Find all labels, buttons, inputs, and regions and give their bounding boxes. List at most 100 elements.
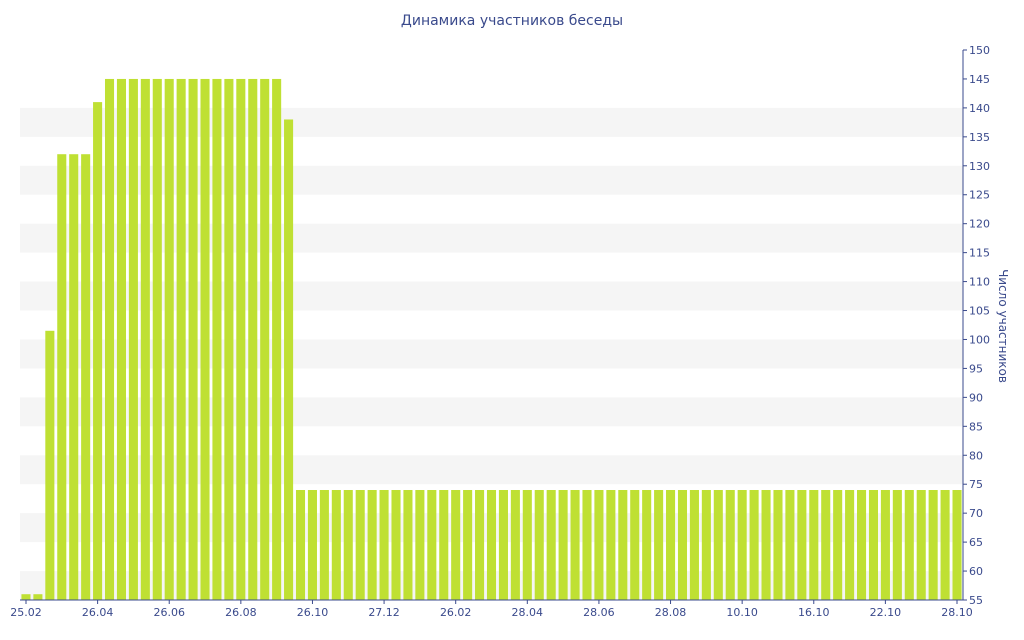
bar (689, 490, 699, 600)
bar (128, 78, 138, 600)
x-tick-label: 16.10 (798, 606, 830, 619)
y-tick-label: 100 (969, 333, 990, 346)
y-tick-label: 120 (969, 218, 990, 231)
bar (857, 490, 867, 600)
bar (737, 490, 747, 600)
x-tick-label: 22.10 (870, 606, 902, 619)
bar (415, 490, 425, 600)
bar (439, 490, 449, 600)
bar (224, 78, 234, 600)
bar (666, 490, 676, 600)
y-axis: 55 60 65 70 75 80 85 90 95 100 105 110 115 120 125 130 1… (962, 44, 990, 607)
bar (809, 490, 819, 600)
bar (307, 490, 317, 600)
bar (642, 490, 652, 600)
bar (582, 490, 592, 600)
x-tick-label: 27.12 (368, 606, 400, 619)
bar (355, 490, 365, 600)
x-tick-label: 26.08 (225, 606, 257, 619)
x-tick-label: 25.02 (10, 606, 42, 619)
bar (546, 490, 556, 600)
bar (498, 490, 508, 600)
bar (833, 490, 843, 600)
bar (880, 490, 890, 600)
bar (93, 102, 103, 601)
y-tick-label: 55 (969, 594, 983, 607)
y-tick-label: 110 (969, 276, 990, 289)
bar (606, 490, 616, 600)
bar (701, 490, 711, 600)
bar (570, 490, 580, 600)
y-tick-label: 85 (969, 420, 983, 433)
bar (45, 330, 55, 600)
bar (69, 154, 79, 600)
bar (391, 490, 401, 600)
bar (57, 154, 67, 600)
bar (343, 490, 353, 600)
bar (104, 78, 115, 600)
bar (176, 78, 186, 600)
bar (451, 490, 461, 600)
bar (522, 490, 532, 600)
bar (21, 594, 31, 600)
y-tick-label: 135 (969, 131, 990, 144)
bar (654, 490, 664, 600)
bar (295, 490, 306, 600)
y-tick-label: 95 (969, 362, 983, 375)
y-tick-label: 90 (969, 391, 983, 404)
bar (116, 78, 126, 600)
bar (916, 490, 926, 600)
y-tick-label: 115 (969, 247, 990, 260)
bar (845, 490, 855, 600)
bar (260, 78, 270, 600)
bar (594, 490, 604, 600)
x-axis: 25.02 26.04 26.06 26.08 26.10 27.12 26.02 28.04… (10, 599, 973, 619)
bar (236, 78, 246, 600)
bar (475, 490, 485, 600)
x-tick-label: 26.10 (297, 606, 329, 619)
x-tick-label: 28.06 (583, 606, 615, 619)
bar (510, 490, 520, 600)
bar (773, 490, 783, 600)
bar (284, 119, 294, 600)
bar (868, 490, 879, 600)
bar (904, 490, 914, 600)
bar (188, 78, 198, 600)
bar (761, 490, 771, 600)
bar (558, 490, 568, 600)
bar (618, 490, 628, 600)
y-tick-label: 150 (969, 44, 990, 57)
y-tick-label: 140 (969, 102, 990, 115)
bar (248, 78, 258, 600)
bar (200, 78, 210, 600)
bar (463, 490, 473, 600)
y-axis-title: Число участников (996, 269, 1010, 383)
bar (152, 78, 162, 600)
y-tick-label: 65 (969, 536, 983, 549)
bar (367, 490, 377, 600)
bar (785, 490, 795, 600)
x-tick-label: 26.04 (82, 606, 114, 619)
y-tick-label: 105 (969, 305, 990, 318)
bar (713, 490, 723, 600)
bar (630, 490, 640, 600)
bar (725, 490, 735, 600)
x-tick-label: 28.10 (941, 606, 973, 619)
bar (319, 490, 329, 600)
y-tick-label: 145 (969, 73, 990, 86)
bar (272, 78, 282, 600)
bar (677, 490, 688, 600)
bar (379, 490, 389, 600)
bar (940, 490, 950, 600)
y-tick-label: 70 (969, 507, 983, 520)
bars-group (21, 78, 962, 601)
bar (928, 490, 938, 600)
y-tick-label: 130 (969, 160, 990, 173)
bar (821, 490, 831, 600)
bar (797, 490, 807, 600)
x-tick-label: 26.02 (440, 606, 472, 619)
bar (212, 78, 222, 600)
bar (331, 490, 341, 600)
bar (81, 154, 91, 600)
